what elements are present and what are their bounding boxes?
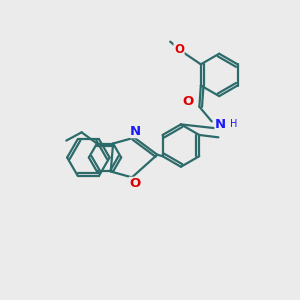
Text: O: O (129, 177, 140, 190)
Text: O: O (174, 43, 184, 56)
Text: N: N (215, 118, 226, 131)
Text: H: H (230, 119, 238, 129)
Text: N: N (130, 125, 141, 138)
Text: O: O (182, 95, 194, 108)
